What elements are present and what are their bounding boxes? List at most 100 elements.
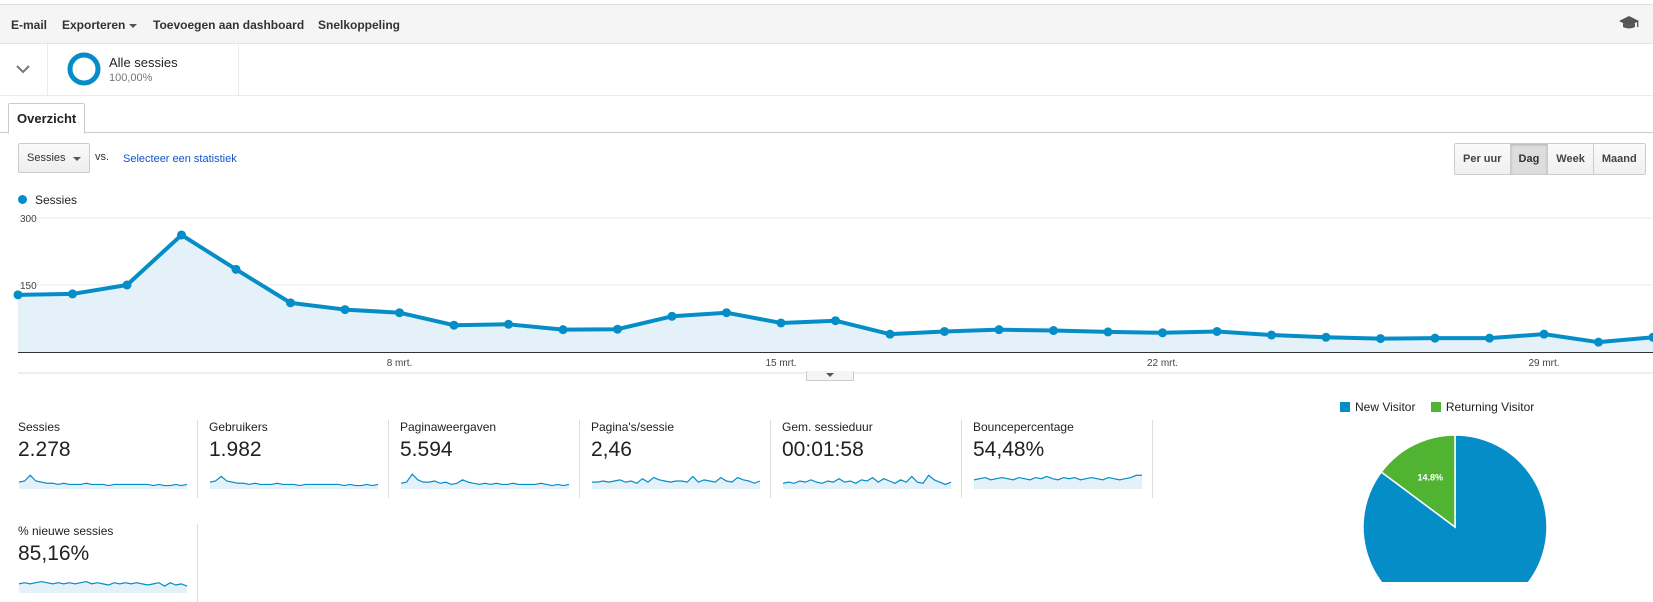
returning-visitor-swatch-icon — [1431, 402, 1441, 412]
scorecard-value: 2.278 — [18, 438, 71, 462]
chevron-down-icon — [73, 157, 81, 161]
visitor-type-pie-chart[interactable]: 14.8% — [1355, 430, 1555, 582]
data-point[interactable] — [777, 318, 786, 327]
sparkline-area — [783, 475, 951, 489]
scorecard-label: Sessies — [18, 420, 60, 434]
data-point[interactable] — [1540, 330, 1549, 339]
select-statistic-link[interactable]: Selecteer een statistiek — [123, 153, 237, 165]
data-point[interactable] — [613, 325, 622, 334]
metric-select[interactable]: Sessies — [18, 143, 90, 173]
data-point[interactable] — [286, 298, 295, 307]
sparkline — [18, 576, 188, 594]
pie-slice-label: 14.8% — [1417, 473, 1443, 483]
data-point[interactable] — [14, 290, 23, 299]
scorecard-label: Gebruikers — [209, 420, 268, 434]
data-point[interactable] — [559, 325, 568, 334]
data-point[interactable] — [886, 330, 895, 339]
scorecard-label: Gem. sessieduur — [782, 420, 873, 434]
chart-legend-label: Sessies — [35, 193, 77, 207]
new-visitor-swatch-icon — [1340, 402, 1350, 412]
tab-overview[interactable]: Overzicht — [8, 103, 85, 134]
data-point[interactable] — [1376, 334, 1385, 343]
add-to-dashboard-button[interactable]: Toevoegen aan dashboard — [153, 18, 304, 32]
pie-legend-returning[interactable]: Returning Visitor — [1431, 400, 1535, 414]
y-tick-label: 300 — [20, 214, 37, 225]
pie-legend-new-label: New Visitor — [1355, 400, 1415, 414]
sparkline-area — [974, 475, 1142, 489]
scorecard-value: 5.594 — [400, 438, 453, 462]
data-point[interactable] — [831, 316, 840, 325]
email-button[interactable]: E-mail — [11, 18, 47, 32]
pie-legend-new[interactable]: New Visitor — [1340, 400, 1415, 414]
sparkline — [18, 472, 188, 490]
x-tick-label: 22 mrt. — [1147, 358, 1178, 369]
data-point[interactable] — [450, 321, 459, 330]
scorecard-label: Paginaweergaven — [400, 420, 496, 434]
graduation-cap-icon[interactable] — [1619, 15, 1639, 36]
series-dot-icon — [18, 195, 27, 204]
data-point[interactable] — [940, 327, 949, 336]
data-point[interactable] — [341, 305, 350, 314]
data-point[interactable] — [123, 281, 132, 290]
data-point[interactable] — [995, 325, 1004, 334]
sparkline — [209, 472, 379, 490]
scorecard-label: Bouncepercentage — [973, 420, 1074, 434]
data-point[interactable] — [1594, 338, 1603, 347]
data-point[interactable] — [68, 289, 77, 298]
data-point[interactable] — [668, 312, 677, 321]
data-point[interactable] — [1485, 334, 1494, 343]
data-point[interactable] — [1431, 334, 1440, 343]
sparkline — [973, 472, 1143, 490]
sparkline — [591, 472, 761, 490]
chevron-down-icon — [826, 373, 834, 377]
granularity-day-button[interactable]: Dag — [1511, 144, 1549, 174]
data-point[interactable] — [504, 320, 513, 329]
sparkline — [782, 472, 952, 490]
y-tick-label: 150 — [20, 281, 37, 292]
metric-select-value: Sessies — [27, 152, 66, 164]
scorecard[interactable]: Bouncepercentage 54,48% — [973, 420, 1153, 498]
data-point[interactable] — [1104, 327, 1113, 336]
data-point[interactable] — [1322, 333, 1331, 342]
data-point[interactable] — [177, 230, 186, 239]
chart-legend: Sessies — [18, 193, 77, 207]
chevron-down-icon — [16, 65, 30, 74]
segment-all-sessions[interactable]: Alle sessies 100,00% — [49, 44, 239, 96]
shortcut-button[interactable]: Snelkoppeling — [318, 18, 400, 32]
granularity-hour-button[interactable]: Per uur — [1455, 144, 1511, 174]
scorecard[interactable]: Gebruikers 1.982 — [209, 420, 389, 498]
segment-ring-icon — [67, 52, 101, 86]
scorecard[interactable]: Sessies 2.278 — [18, 420, 198, 498]
chevron-down-icon — [129, 24, 137, 28]
segment-name: Alle sessies — [109, 55, 178, 70]
chart-collapse-toggle[interactable] — [806, 371, 854, 381]
export-menu[interactable]: Exporteren — [62, 18, 137, 32]
export-label: Exporteren — [62, 18, 125, 32]
data-point[interactable] — [1049, 326, 1058, 335]
tab-bar: Overzicht — [0, 101, 1653, 133]
scorecard-value: 54,48% — [973, 438, 1044, 462]
scorecard-label: % nieuwe sessies — [18, 524, 113, 538]
data-point[interactable] — [1267, 331, 1276, 340]
granularity-week-button[interactable]: Week — [1548, 144, 1594, 174]
data-point[interactable] — [395, 308, 404, 317]
sparkline-area — [592, 476, 760, 489]
granularity-month-button[interactable]: Maand — [1594, 144, 1645, 174]
pie-legend-returning-label: Returning Visitor — [1446, 400, 1535, 414]
scorecard-label: Pagina's/sessie — [591, 420, 674, 434]
data-point[interactable] — [232, 265, 241, 274]
scorecard-value: 1.982 — [209, 438, 262, 462]
data-point[interactable] — [1158, 328, 1167, 337]
granularity-buttons: Per uur Dag Week Maand — [1454, 143, 1646, 175]
x-tick-label: 29 mrt. — [1528, 358, 1559, 369]
segment-percent: 100,00% — [109, 72, 152, 84]
data-point[interactable] — [722, 308, 731, 317]
vs-label: vs. — [95, 151, 109, 163]
scorecard[interactable]: Paginaweergaven 5.594 — [400, 420, 580, 498]
segment-toggle[interactable] — [0, 44, 48, 96]
data-point[interactable] — [1213, 327, 1222, 336]
